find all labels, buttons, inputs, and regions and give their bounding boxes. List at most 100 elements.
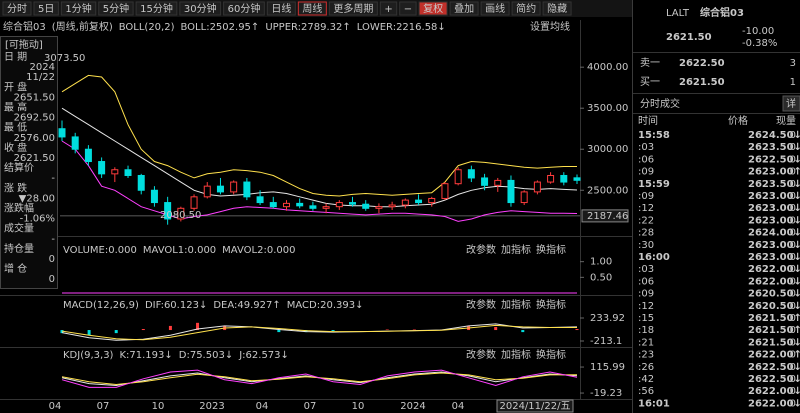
info-value: - xyxy=(51,173,55,184)
y-tick-label: -19.23 xyxy=(590,388,622,399)
trade-qty: 0 xyxy=(790,203,796,214)
column-header: 时间 xyxy=(638,114,658,127)
candle-body xyxy=(177,207,185,220)
candle-body xyxy=(137,174,145,191)
candle-body xyxy=(494,179,502,186)
settings-button[interactable]: 设置均线 xyxy=(530,20,570,33)
toolbar-label[interactable]: 周线 xyxy=(302,2,322,15)
toolbar-label[interactable]: 画线 xyxy=(485,2,505,15)
toolbar-button[interactable] xyxy=(379,1,398,16)
column-header: 价格 xyxy=(728,114,748,127)
toolbar-button[interactable] xyxy=(542,1,572,16)
detail-button[interactable] xyxy=(782,95,800,112)
candle-body xyxy=(282,202,290,208)
candle-body xyxy=(296,202,304,207)
trade-qty: 0 xyxy=(790,154,796,165)
candle-body xyxy=(216,185,224,193)
panel-button[interactable]: 加指标 xyxy=(501,348,531,361)
toolbar-button[interactable] xyxy=(328,1,378,16)
y-tick-label: 3500.00 xyxy=(587,103,628,114)
detail-label[interactable]: 详 xyxy=(786,97,796,110)
x-tick-label: 2023 xyxy=(199,401,224,412)
toolbar-button[interactable] xyxy=(223,1,265,16)
toolbar-label[interactable]: − xyxy=(404,4,412,15)
info-value: 2024 xyxy=(30,62,55,73)
info-panel xyxy=(0,36,58,289)
panel-button[interactable]: 加指标 xyxy=(501,298,531,311)
panel-button[interactable]: 改参数 xyxy=(466,243,496,256)
panel-button[interactable]: 加指标 xyxy=(501,243,531,256)
indicator-label: MAVOL1:0.000 xyxy=(143,245,216,256)
panel-button[interactable]: 换指标 xyxy=(536,348,566,361)
toolbar-label[interactable]: 复权 xyxy=(423,2,443,15)
info-label: 持仓量 xyxy=(4,242,34,255)
toolbar-label[interactable]: 60分钟 xyxy=(228,2,261,15)
x-cursor-label: 2024/11/22/五 xyxy=(499,401,570,412)
info-label: 涨跌幅 xyxy=(4,202,34,215)
panel-button[interactable]: 换指标 xyxy=(536,298,566,311)
toolbar-button[interactable] xyxy=(135,1,178,16)
toolbar-button[interactable] xyxy=(449,1,479,16)
trade-qty: 0 xyxy=(790,264,796,275)
trade-price: 2623.50↓ xyxy=(748,142,800,153)
trade-qty: 0 xyxy=(790,289,796,300)
trade-price: 2622.50↓ xyxy=(748,362,800,373)
toolbar-label[interactable]: 日线 xyxy=(271,2,291,15)
panel-button[interactable]: 换指标 xyxy=(536,243,566,256)
toolbar-label[interactable]: 5日 xyxy=(38,4,54,15)
x-tick-label: 07 xyxy=(304,401,317,412)
toolbar-label[interactable]: + xyxy=(384,4,392,15)
toolbar-label[interactable]: 分时 xyxy=(7,3,27,15)
info-value: 0 xyxy=(49,274,55,285)
candle-body xyxy=(309,205,317,209)
toolbar-button[interactable] xyxy=(418,1,448,16)
trade-price: 2622.50↓ xyxy=(748,374,800,385)
toolbar-button[interactable] xyxy=(480,1,510,16)
candle-body xyxy=(71,136,79,150)
toolbar-label[interactable]: 1分钟 xyxy=(65,2,91,15)
toolbar-label[interactable]: 30分钟 xyxy=(184,2,217,15)
info-label: 开 盘 xyxy=(4,80,27,93)
trade-time: :06 xyxy=(638,154,654,165)
toolbar-button[interactable] xyxy=(2,1,32,16)
toolbar-button[interactable] xyxy=(511,1,541,16)
indicator-label: DIF:60.123↓ xyxy=(145,300,207,311)
toolbar-label[interactable]: 简约 xyxy=(516,2,536,15)
candle-body xyxy=(256,196,264,204)
toolbar-button[interactable] xyxy=(179,1,222,16)
info-value: 2692.50 xyxy=(14,113,55,124)
trade-qty: 0 xyxy=(790,179,796,190)
boll-line xyxy=(61,140,578,222)
x-tick-label: 07 xyxy=(97,401,110,412)
trade-price: 2622.50↓ xyxy=(748,154,800,165)
toolbar-button[interactable] xyxy=(33,1,59,16)
trade-price: 2623.00↓ xyxy=(748,215,800,226)
toolbar-button[interactable] xyxy=(60,1,97,16)
toolbar-label[interactable]: 15分钟 xyxy=(140,2,173,15)
candle-body xyxy=(150,189,158,204)
toolbar-label[interactable]: 叠加 xyxy=(454,3,474,15)
toolbar-button[interactable] xyxy=(297,1,327,16)
panel-button[interactable]: 改参数 xyxy=(466,298,496,311)
toolbar-button[interactable] xyxy=(98,1,134,16)
candle-body xyxy=(190,196,198,209)
candle-body xyxy=(520,191,528,204)
toolbar-label[interactable]: 更多周期 xyxy=(333,2,373,15)
trade-price: 2623.00↑ xyxy=(748,167,800,178)
quote-code: LALT xyxy=(666,8,690,19)
trade-qty: 0 xyxy=(790,313,796,324)
trade-time: :18 xyxy=(638,325,654,336)
toolbar-button[interactable] xyxy=(266,1,296,16)
toolbar-label[interactable]: 隐藏 xyxy=(547,3,567,15)
trade-price: 2621.50↑ xyxy=(748,313,800,324)
trades-title: 分时成交 xyxy=(640,97,680,110)
x-tick-label: 10 xyxy=(352,401,365,412)
toolbar-button[interactable] xyxy=(399,1,417,16)
y-tick-label: 115.99 xyxy=(590,362,625,373)
candle-body xyxy=(335,202,343,208)
trade-time: :15 xyxy=(638,313,654,324)
indicator-label: LOWER:2216.58↓ xyxy=(357,22,446,33)
toolbar-label[interactable]: 5分钟 xyxy=(103,2,129,15)
panel-button[interactable]: 改参数 xyxy=(466,348,496,361)
